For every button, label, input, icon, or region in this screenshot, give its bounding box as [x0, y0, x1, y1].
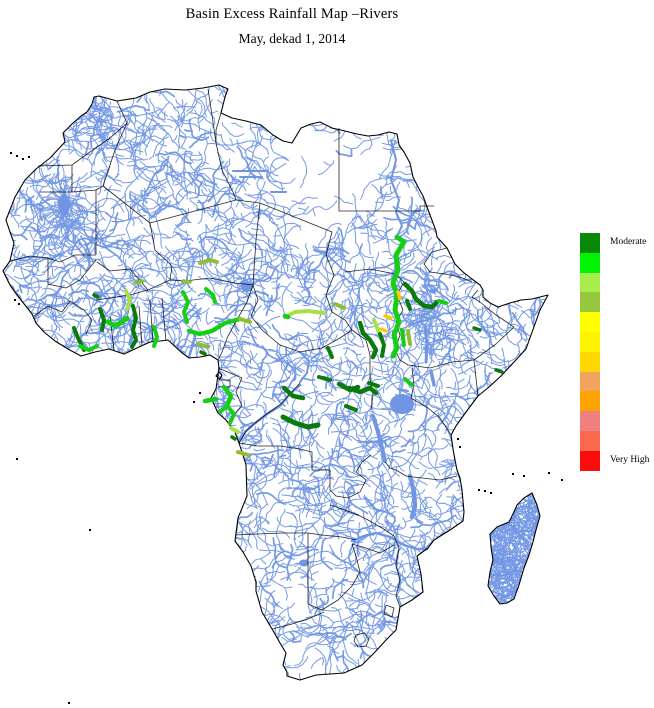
legend-swatch [580, 332, 600, 352]
legend-swatch [580, 312, 600, 332]
legend-swatch [580, 252, 600, 273]
coastline [2, 84, 549, 681]
legend-swatch [580, 233, 600, 253]
islands [10, 152, 563, 704]
legend-swatch [580, 431, 600, 451]
river-network [3, 85, 548, 680]
country-borders [9, 88, 515, 648]
legend-swatch [580, 272, 600, 293]
map-title: Basin Excess Rainfall Map –Rivers [185, 6, 399, 22]
legend-swatch [580, 450, 600, 471]
legend-label: Moderate [610, 236, 647, 247]
legend-swatch [580, 292, 600, 313]
legend-swatch [580, 351, 600, 372]
legend-swatch [580, 411, 600, 431]
legend-swatch [580, 371, 600, 392]
legend-swatch [580, 391, 600, 412]
excess-rainfall-river-segments [72, 234, 504, 457]
map-subtitle: May, dekad 1, 2014 [238, 31, 346, 46]
legend-label: Very High [610, 454, 650, 465]
